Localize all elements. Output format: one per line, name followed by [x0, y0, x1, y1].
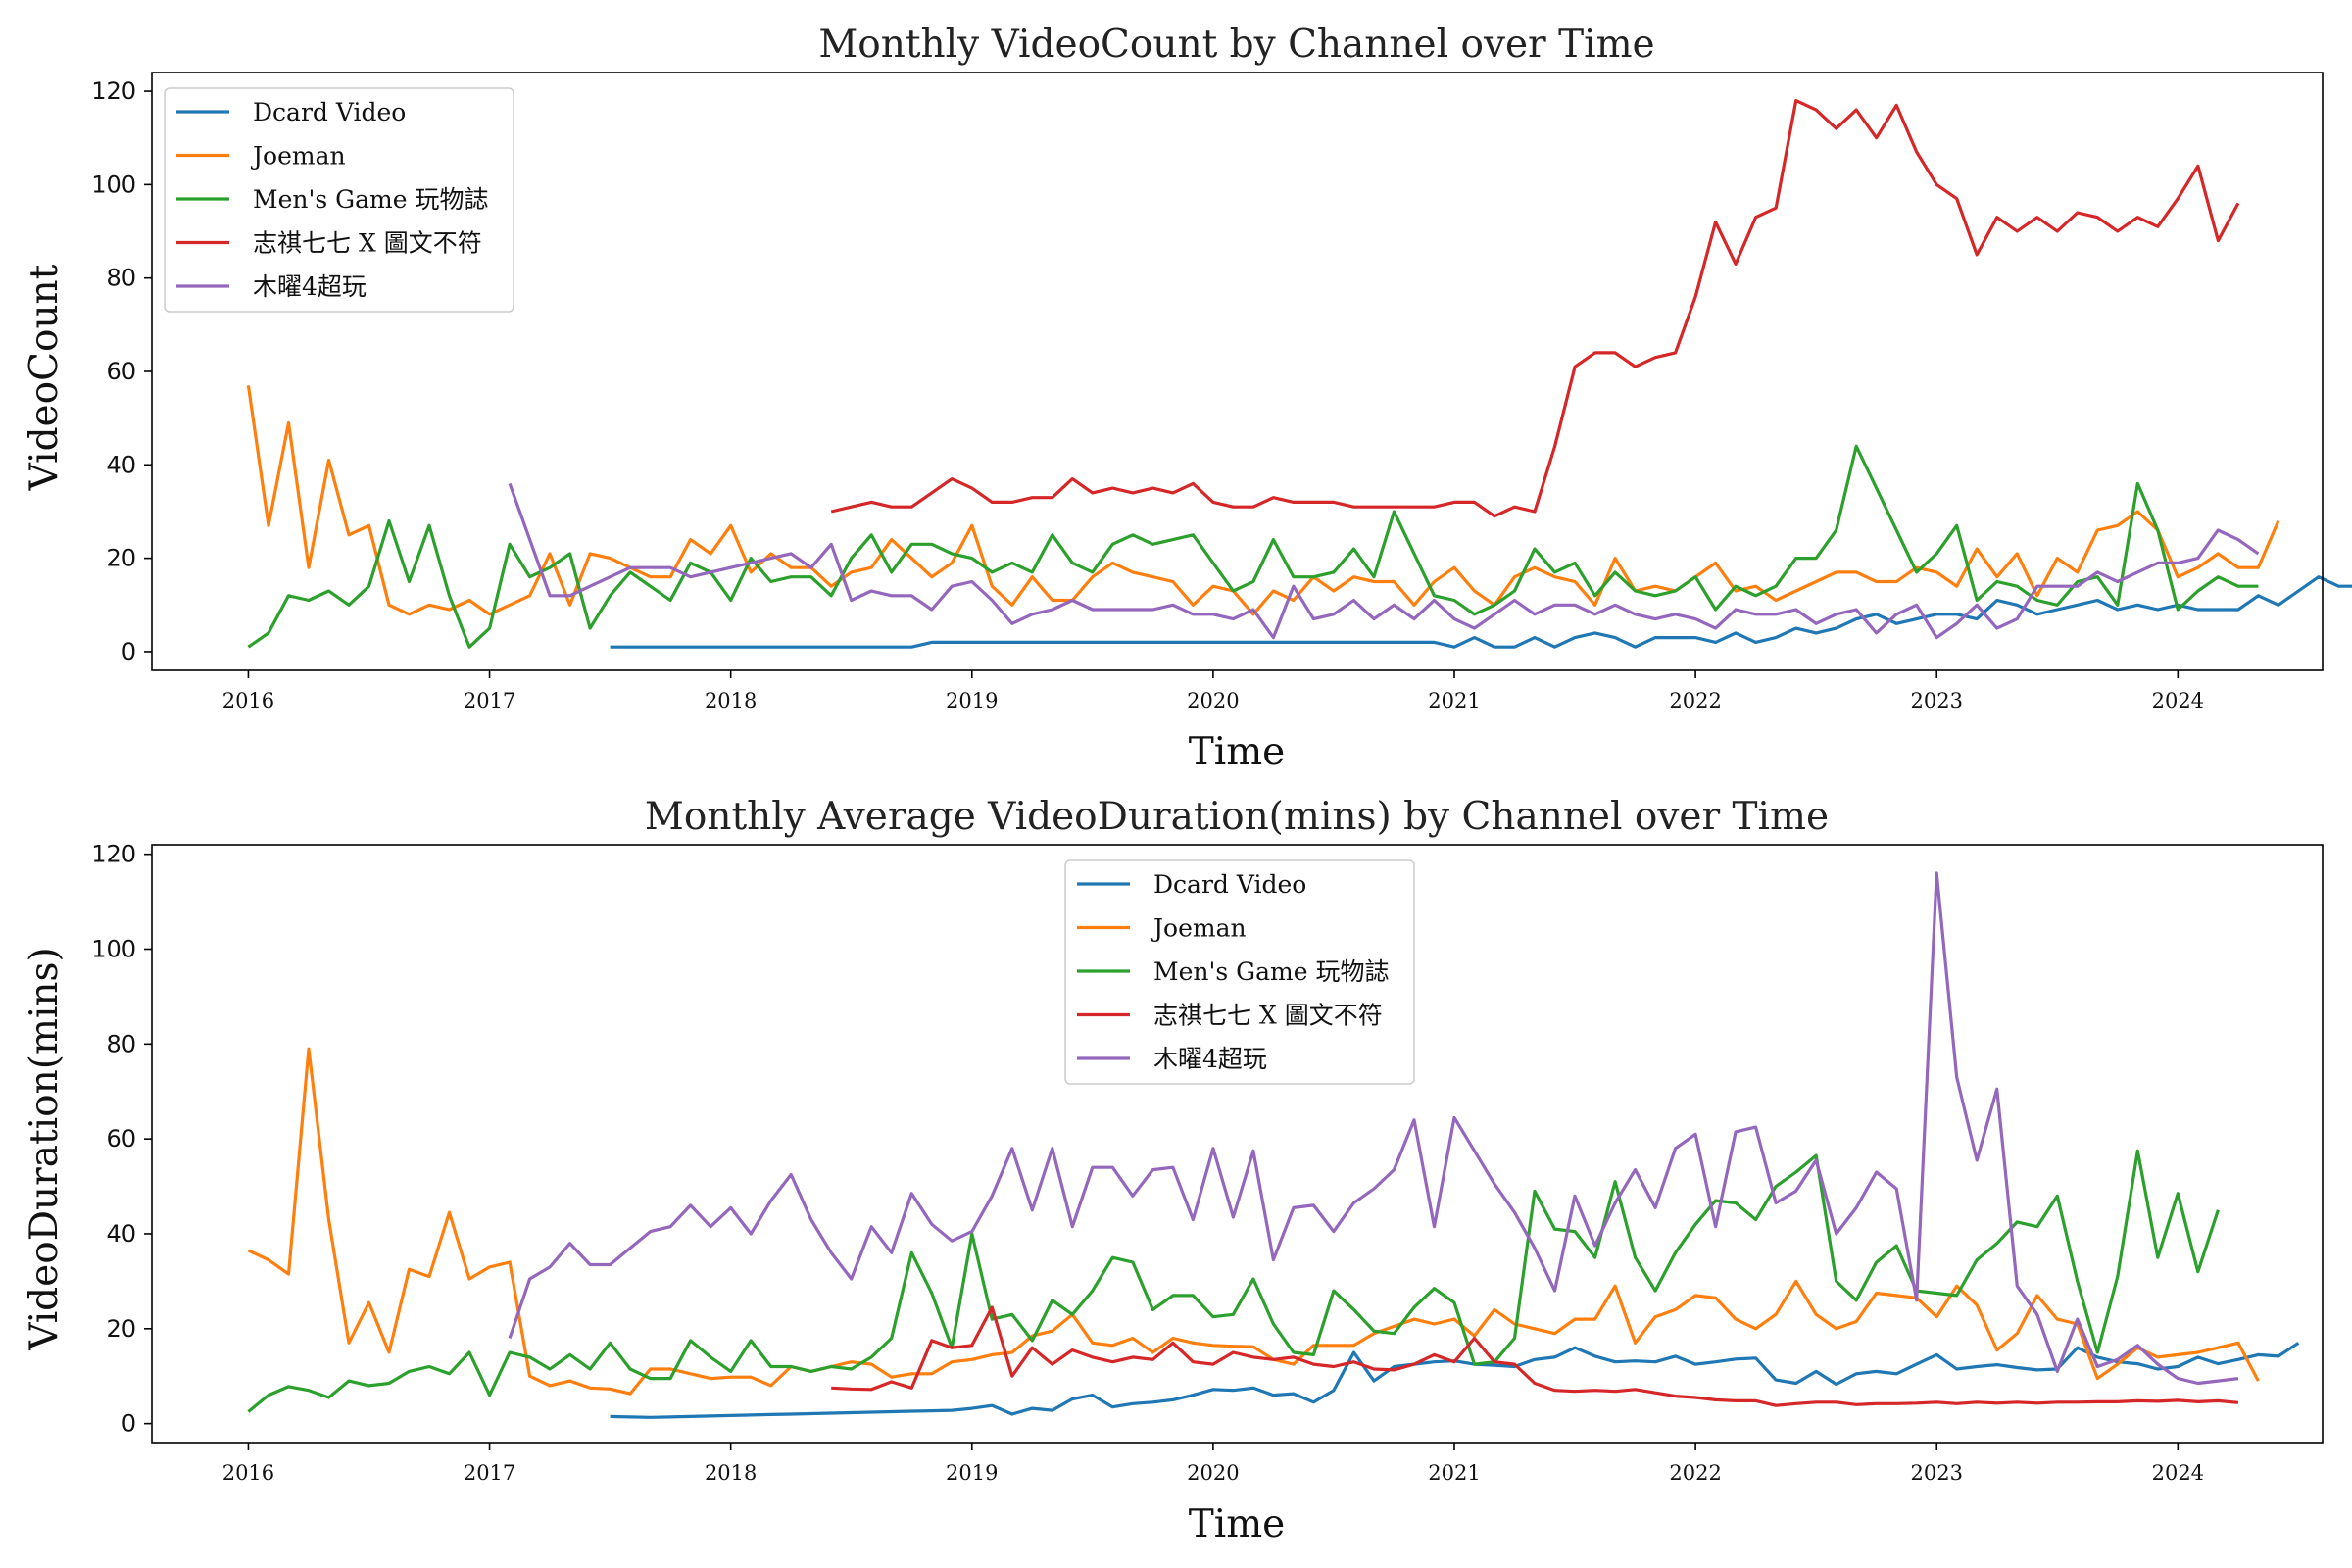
- y-tick-label: 40: [106, 1220, 136, 1248]
- x-tick-label: 2020: [1187, 689, 1239, 712]
- x-tick-label: 2018: [705, 689, 757, 712]
- y-tick-label: 80: [106, 265, 136, 292]
- series-line: [247, 444, 2259, 649]
- x-tick-label: 2019: [946, 1461, 998, 1485]
- series-line: [247, 1149, 2220, 1413]
- y-tick-label: 0: [122, 638, 136, 665]
- x-tick-label: 2021: [1428, 1461, 1480, 1485]
- x-tick-label: 2023: [1910, 689, 1962, 712]
- series-line: [247, 1047, 2260, 1396]
- series-line: [508, 871, 2239, 1386]
- series-line: [831, 1305, 2239, 1407]
- x-tick-label: 2016: [222, 689, 274, 712]
- x-tick-label: 2024: [2152, 689, 2204, 712]
- y-tick-label: 100: [91, 936, 136, 963]
- x-tick-label: 2022: [1669, 689, 1721, 712]
- legend-label: Joeman: [1151, 914, 1247, 943]
- x-tick-label: 2017: [464, 689, 515, 712]
- y-tick-label: 20: [106, 545, 136, 572]
- y-tick-label: 60: [106, 358, 136, 385]
- y-tick-label: 40: [106, 451, 136, 478]
- x-tick-label: 2020: [1187, 1461, 1239, 1485]
- plot-frame: [151, 844, 2324, 1444]
- y-tick-label: 80: [106, 1030, 136, 1057]
- x-axis-label: Time: [1189, 1502, 1286, 1546]
- y-tick-label: 20: [106, 1315, 136, 1343]
- x-tick-label: 2016: [222, 1461, 274, 1485]
- chart-1: 2016 2017 2018 2019 2020 2021 2022 2023 2024 0 20 4…: [91, 72, 2352, 712]
- x-tick-label: 2023: [1910, 1461, 1962, 1485]
- x-tick-label: 2024: [2152, 1461, 2204, 1485]
- y-tick-label: 0: [122, 1410, 136, 1438]
- series-line: [246, 385, 2280, 616]
- legend-label: 志祺七七 X 圖文不符: [1153, 1002, 1383, 1030]
- y-tick-label: 60: [106, 1125, 136, 1152]
- x-axis-label: Time: [1189, 730, 1286, 774]
- legend-label: 志祺七七 X 圖文不符: [253, 229, 482, 258]
- legend-label: Joeman: [250, 142, 346, 171]
- series-line: [508, 482, 2260, 640]
- x-tick-label: 2017: [464, 1461, 515, 1485]
- legend-box: [164, 87, 514, 313]
- legend-label: Dcard Video: [1153, 870, 1306, 899]
- chart-title: Monthly Average VideoDuration(mins) by C…: [645, 795, 1829, 839]
- chart-2: 2016 2017 2018 2019 2020 2021 2022 2023 2024 0 20 4…: [91, 841, 2324, 1485]
- legend-label: Men's Game 玩物誌: [1153, 957, 1389, 986]
- x-tick-label: 2018: [705, 1461, 757, 1485]
- y-axis-label: VideoCount: [23, 264, 67, 491]
- series-line: [610, 575, 2352, 649]
- chart-title: Monthly VideoCount by Channel over Time: [818, 23, 1654, 67]
- legend-label: 木曜4超玩: [1153, 1045, 1267, 1073]
- series-line: [830, 98, 2240, 518]
- legend-label: 木曜4超玩: [253, 272, 367, 301]
- y-tick-label: 120: [91, 77, 136, 105]
- legend-label: Men's Game 玩物誌: [253, 185, 488, 214]
- y-tick-label: 100: [91, 171, 136, 198]
- x-tick-label: 2021: [1428, 689, 1480, 712]
- legend-box: [1064, 859, 1415, 1085]
- x-tick-label: 2019: [946, 689, 998, 712]
- legend-label: Dcard Video: [253, 98, 406, 126]
- y-axis-label: VideoDuration(mins): [23, 947, 67, 1351]
- y-tick-label: 120: [91, 841, 136, 868]
- x-tick-label: 2022: [1669, 1461, 1721, 1485]
